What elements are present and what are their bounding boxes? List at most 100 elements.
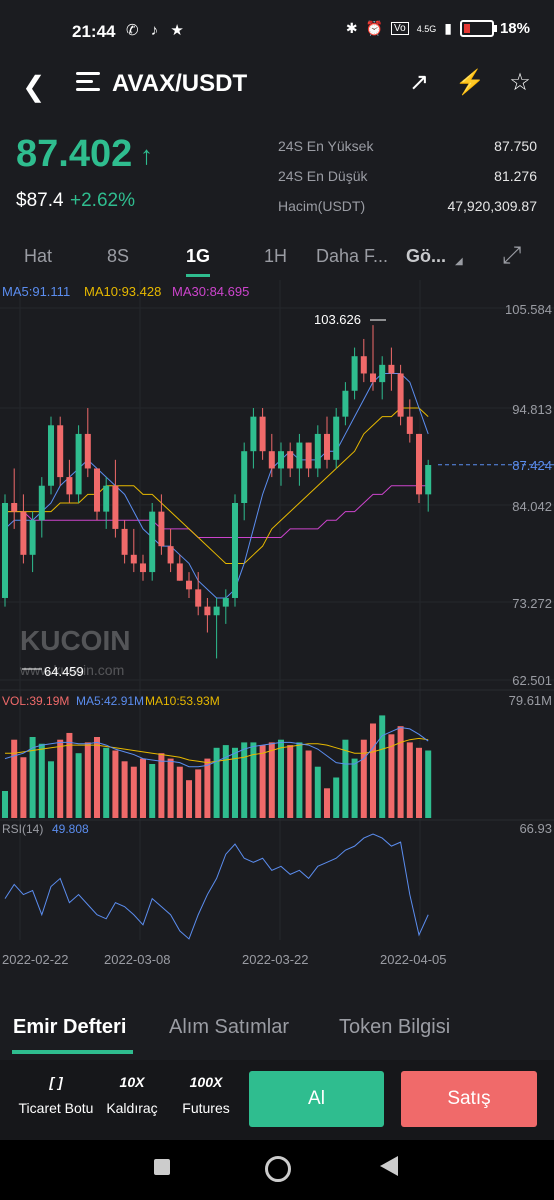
tab-1w[interactable]: 1H bbox=[264, 246, 288, 266]
dropdown-triangle-icon: ◢ bbox=[455, 256, 463, 267]
stat-high-label: 24S En Yüksek bbox=[278, 138, 374, 154]
candle-body bbox=[305, 442, 312, 469]
vol-max-label: 79.61M bbox=[509, 693, 552, 708]
volume-bar bbox=[370, 723, 376, 818]
volume-bar bbox=[2, 791, 8, 818]
candle-body bbox=[20, 511, 27, 555]
candle-body bbox=[149, 511, 156, 573]
favorite-star-icon[interactable]: ☆ bbox=[509, 69, 531, 96]
volume-bar bbox=[360, 739, 367, 818]
ma10-indicator: MA10:93.428 bbox=[84, 284, 161, 299]
volume-bar bbox=[351, 758, 358, 818]
tab-order-book[interactable]: Emir Defteri bbox=[13, 1016, 127, 1038]
volume-bar bbox=[296, 742, 303, 818]
volume-bar bbox=[305, 750, 312, 818]
signal-icon: ▮ bbox=[444, 20, 452, 36]
leverage-button[interactable]: 10X Kaldıraç bbox=[92, 1070, 172, 1116]
sell-button[interactable]: Satış bbox=[401, 1071, 537, 1127]
volume-bar bbox=[195, 769, 202, 818]
trading-bot-button[interactable]: [ ] Ticaret Botu bbox=[16, 1070, 96, 1116]
tab-8h[interactable]: 8S bbox=[107, 246, 130, 266]
volume-bar bbox=[94, 737, 100, 818]
tab-trades[interactable]: Alım Satımlar bbox=[169, 1016, 290, 1038]
buy-button[interactable]: Al bbox=[249, 1071, 384, 1127]
back-icon[interactable]: ❮ bbox=[22, 71, 46, 102]
volume-bar bbox=[57, 739, 64, 818]
alarm-icon: ⏰ bbox=[365, 20, 384, 36]
volume-bar bbox=[241, 742, 248, 818]
low-label: 64.459 bbox=[44, 664, 84, 679]
tab-line[interactable]: Hat bbox=[24, 246, 53, 266]
timeframe-tabs: Hat 8S 1G 1H Daha F... Gö... ◢ ⤢ bbox=[0, 238, 554, 278]
volume-bar bbox=[232, 747, 238, 818]
active-bottom-tab-indicator bbox=[12, 1050, 133, 1054]
volume-bar bbox=[130, 766, 137, 818]
battery-percent: 18% bbox=[499, 20, 530, 37]
share-icon[interactable]: ↗ bbox=[408, 69, 430, 96]
vol-indicator: VOL:39.19M bbox=[2, 694, 69, 708]
candle-body bbox=[406, 416, 413, 434]
pair-menu-icon[interactable] bbox=[76, 72, 100, 96]
x-label-0: 2022-02-22 bbox=[2, 952, 69, 967]
pair-title[interactable]: AVAX/USDT bbox=[112, 70, 248, 97]
active-tab-indicator bbox=[186, 274, 210, 277]
candle-body bbox=[379, 364, 386, 383]
price-alert-icon[interactable]: ⚡ bbox=[455, 69, 485, 96]
volume-bar bbox=[259, 745, 266, 818]
watermark-url: www.kucoin.com bbox=[19, 662, 124, 678]
volte-icon: Vo bbox=[391, 22, 409, 35]
candle-body bbox=[360, 356, 367, 374]
home-icon[interactable] bbox=[265, 1156, 291, 1182]
candle-body bbox=[314, 433, 321, 469]
volume-bar bbox=[75, 753, 82, 818]
fullscreen-icon[interactable]: ⤢ bbox=[502, 242, 522, 269]
chart-svg[interactable]: KUCOIN www.kucoin.com MA5:91.111 MA10:93… bbox=[0, 280, 554, 980]
volume-bar bbox=[158, 753, 165, 818]
header: ❮ AVAX/USDT ↗ ⚡ ☆ bbox=[0, 60, 554, 110]
candle-body bbox=[140, 563, 146, 573]
tab-indicators[interactable]: Gö... bbox=[406, 246, 446, 266]
leverage-label: Kaldıraç bbox=[106, 1100, 158, 1116]
tab-more[interactable]: Daha F... bbox=[316, 246, 389, 266]
candle-body bbox=[103, 485, 110, 512]
tab-1d[interactable]: 1G bbox=[186, 246, 211, 266]
volume-bar bbox=[379, 715, 386, 818]
candle-body bbox=[176, 563, 183, 581]
high-label: 103.626 bbox=[314, 312, 361, 327]
vol-ma5-indicator: MA5:42.91M bbox=[76, 694, 144, 708]
volume-bar bbox=[425, 750, 432, 818]
price-up-arrow-icon: ↑ bbox=[140, 140, 153, 170]
status-bar: 21:44 ✆ ♪ ★ ✱ ⏰ Vo 4.5G ▮ 18% bbox=[0, 0, 554, 60]
rsi-max-label: 66.93 bbox=[519, 821, 552, 836]
volume-bar bbox=[140, 758, 146, 818]
candle-body bbox=[75, 433, 82, 495]
futures-icon: 100X bbox=[189, 1074, 223, 1090]
volume-bar bbox=[222, 745, 229, 818]
candle-body bbox=[48, 425, 54, 486]
candle-body bbox=[342, 390, 349, 417]
watermark-brand: KUCOIN bbox=[20, 625, 130, 656]
stat-low-label: 24S En Düşük bbox=[278, 168, 368, 184]
volume-bar bbox=[416, 747, 422, 818]
ma30-line bbox=[5, 485, 429, 539]
kline-chart[interactable]: KUCOIN www.kucoin.com MA5:91.111 MA10:93… bbox=[0, 280, 554, 980]
app-notification-icon: ★ bbox=[170, 22, 184, 39]
volume-bar bbox=[11, 739, 18, 818]
candle-body bbox=[195, 589, 202, 607]
bottom-section-tabs: Emir Defteri Alım Satımlar Token Bilgisi bbox=[0, 1000, 554, 1060]
tab-token-info[interactable]: Token Bilgisi bbox=[339, 1016, 451, 1038]
x-label-1: 2022-03-08 bbox=[104, 952, 171, 967]
ma30-indicator: MA30:84.695 bbox=[172, 284, 249, 299]
volume-bar bbox=[121, 761, 128, 818]
recent-apps-icon[interactable] bbox=[154, 1159, 170, 1175]
volume-bar bbox=[278, 739, 284, 818]
network-label: 4.5G bbox=[416, 23, 437, 34]
trading-bot-label: Ticaret Botu bbox=[18, 1100, 94, 1116]
volume-bar bbox=[204, 758, 211, 818]
nav-back-icon[interactable] bbox=[380, 1156, 398, 1176]
ma5-indicator: MA5:91.111 bbox=[2, 284, 70, 299]
rsi-line bbox=[4, 833, 429, 940]
futures-button[interactable]: 100X Futures bbox=[166, 1070, 246, 1116]
volume-bar bbox=[20, 757, 27, 818]
x-label-2: 2022-03-22 bbox=[242, 952, 309, 967]
